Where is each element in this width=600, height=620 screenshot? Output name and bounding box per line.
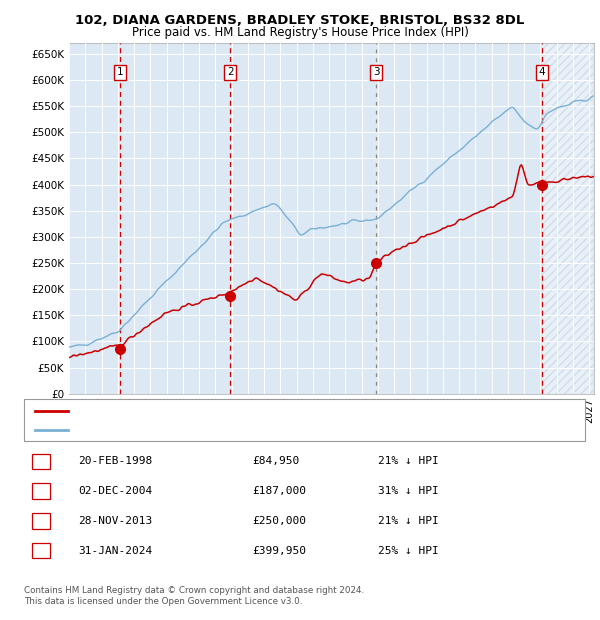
Text: 1: 1 <box>37 456 44 466</box>
Text: This data is licensed under the Open Government Licence v3.0.: This data is licensed under the Open Gov… <box>24 597 302 606</box>
Text: 31-JAN-2024: 31-JAN-2024 <box>78 546 152 556</box>
Text: HPI: Average price, detached house, South Gloucestershire: HPI: Average price, detached house, Sout… <box>74 425 368 435</box>
Text: £187,000: £187,000 <box>252 486 306 496</box>
Text: £399,950: £399,950 <box>252 546 306 556</box>
Text: 25% ↓ HPI: 25% ↓ HPI <box>378 546 439 556</box>
Text: 3: 3 <box>373 67 380 77</box>
Text: 102, DIANA GARDENS, BRADLEY STOKE, BRISTOL, BS32 8DL: 102, DIANA GARDENS, BRADLEY STOKE, BRIST… <box>76 14 524 27</box>
Text: 102, DIANA GARDENS, BRADLEY STOKE, BRISTOL, BS32 8DL (detached house): 102, DIANA GARDENS, BRADLEY STOKE, BRIST… <box>74 405 465 415</box>
Text: 3: 3 <box>37 516 44 526</box>
Text: 02-DEC-2004: 02-DEC-2004 <box>78 486 152 496</box>
Text: 21% ↓ HPI: 21% ↓ HPI <box>378 456 439 466</box>
Text: 20-FEB-1998: 20-FEB-1998 <box>78 456 152 466</box>
Text: 21% ↓ HPI: 21% ↓ HPI <box>378 516 439 526</box>
Text: £250,000: £250,000 <box>252 516 306 526</box>
Text: £84,950: £84,950 <box>252 456 299 466</box>
Text: 4: 4 <box>538 67 545 77</box>
Text: Price paid vs. HM Land Registry's House Price Index (HPI): Price paid vs. HM Land Registry's House … <box>131 26 469 39</box>
Text: 31% ↓ HPI: 31% ↓ HPI <box>378 486 439 496</box>
Text: 2: 2 <box>227 67 233 77</box>
Text: 4: 4 <box>37 546 44 556</box>
Text: 28-NOV-2013: 28-NOV-2013 <box>78 516 152 526</box>
Text: Contains HM Land Registry data © Crown copyright and database right 2024.: Contains HM Land Registry data © Crown c… <box>24 586 364 595</box>
Text: 1: 1 <box>116 67 123 77</box>
Text: 2: 2 <box>37 486 44 496</box>
